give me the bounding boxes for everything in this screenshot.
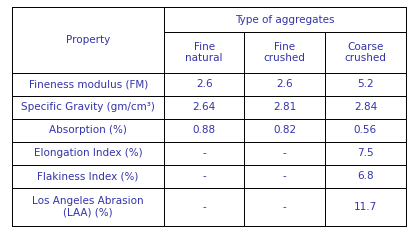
Text: Coarse
crushed: Coarse crushed bbox=[344, 42, 385, 63]
Bar bbox=[244, 142, 324, 165]
Bar bbox=[244, 73, 324, 96]
Bar bbox=[12, 96, 164, 119]
Text: 2.6: 2.6 bbox=[195, 79, 212, 89]
Text: 11.7: 11.7 bbox=[353, 202, 376, 212]
Bar bbox=[244, 165, 324, 188]
Text: Elongation Index (%): Elongation Index (%) bbox=[34, 148, 142, 158]
Text: 0.56: 0.56 bbox=[353, 125, 376, 135]
Bar bbox=[12, 7, 164, 73]
Text: -: - bbox=[202, 171, 206, 182]
Bar bbox=[164, 165, 244, 188]
Text: Fine
crushed: Fine crushed bbox=[263, 42, 305, 63]
Text: -: - bbox=[202, 202, 206, 212]
Bar bbox=[244, 188, 324, 226]
Bar bbox=[12, 142, 164, 165]
Text: -: - bbox=[202, 148, 206, 158]
Text: -: - bbox=[282, 171, 286, 182]
Text: 0.88: 0.88 bbox=[192, 125, 215, 135]
Bar bbox=[324, 73, 405, 96]
Text: Type of aggregates: Type of aggregates bbox=[235, 15, 334, 24]
Bar bbox=[324, 142, 405, 165]
Bar bbox=[324, 96, 405, 119]
Bar bbox=[12, 188, 164, 226]
Bar bbox=[324, 188, 405, 226]
Bar bbox=[164, 188, 244, 226]
Text: 2.6: 2.6 bbox=[276, 79, 292, 89]
Text: 2.84: 2.84 bbox=[353, 102, 376, 112]
Text: Fine
natural: Fine natural bbox=[185, 42, 222, 63]
Text: Specific Gravity (gm/cm³): Specific Gravity (gm/cm³) bbox=[21, 102, 155, 112]
Text: Los Angeles Abrasion
(LAA) (%): Los Angeles Abrasion (LAA) (%) bbox=[32, 196, 144, 218]
Bar bbox=[164, 142, 244, 165]
Text: Absorption (%): Absorption (%) bbox=[49, 125, 127, 135]
Bar bbox=[164, 96, 244, 119]
Text: 0.82: 0.82 bbox=[273, 125, 296, 135]
Bar bbox=[324, 119, 405, 142]
Bar bbox=[12, 73, 164, 96]
Text: 2.81: 2.81 bbox=[273, 102, 296, 112]
Text: 7.5: 7.5 bbox=[356, 148, 373, 158]
Bar bbox=[164, 119, 244, 142]
Bar bbox=[12, 119, 164, 142]
Text: 2.64: 2.64 bbox=[192, 102, 215, 112]
Text: -: - bbox=[282, 202, 286, 212]
Text: -: - bbox=[282, 148, 286, 158]
Bar bbox=[244, 96, 324, 119]
Bar bbox=[164, 7, 405, 32]
Bar bbox=[164, 73, 244, 96]
Bar bbox=[164, 32, 244, 73]
Bar bbox=[324, 165, 405, 188]
Bar bbox=[244, 32, 324, 73]
Bar bbox=[324, 32, 405, 73]
Text: 6.8: 6.8 bbox=[356, 171, 373, 182]
Text: Flakiness Index (%): Flakiness Index (%) bbox=[37, 171, 138, 182]
Text: 5.2: 5.2 bbox=[356, 79, 373, 89]
Bar bbox=[12, 165, 164, 188]
Text: Property: Property bbox=[66, 35, 110, 45]
Text: Fineness modulus (FM): Fineness modulus (FM) bbox=[28, 79, 147, 89]
Bar bbox=[244, 119, 324, 142]
